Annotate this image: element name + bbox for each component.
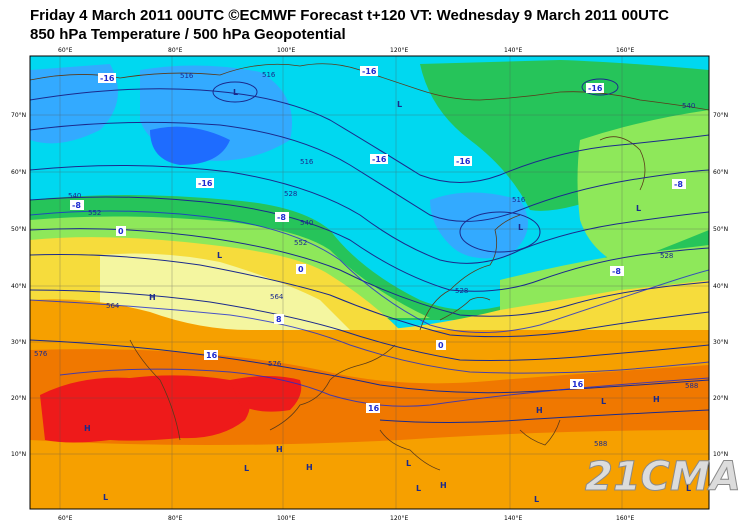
- lon-label: 60°E: [58, 515, 73, 522]
- low-marker: L: [217, 251, 222, 260]
- low-marker: L: [534, 495, 539, 504]
- isotherm-label: 0: [118, 227, 124, 236]
- contour-label: 516: [300, 158, 314, 166]
- contour-label: 528: [660, 252, 673, 260]
- low-marker: L: [103, 493, 108, 502]
- isotherm-label: -8: [674, 180, 683, 189]
- isotherm-label: 0: [438, 341, 444, 350]
- lon-label: 120°E: [390, 515, 408, 522]
- contour-label: 552: [88, 209, 101, 217]
- isotherm-label: -8: [612, 267, 621, 276]
- low-marker: L: [518, 223, 523, 232]
- lat-label: 50°N: [11, 226, 26, 233]
- lat-label: 50°N: [713, 226, 728, 233]
- low-marker: L: [686, 484, 691, 493]
- temperature-field: [30, 56, 709, 509]
- lon-label: 80°E: [168, 515, 183, 522]
- isotherm-label: -8: [277, 213, 286, 222]
- contour-label: 516: [262, 71, 276, 79]
- high-marker: H: [149, 293, 156, 302]
- isotherm-label: -16: [456, 157, 471, 166]
- contour-label: 540: [68, 192, 81, 200]
- lat-label: 20°N: [713, 395, 728, 402]
- longitude-labels: 60°E 80°E 100°E 120°E 140°E 160°E 60°E 8…: [58, 47, 634, 522]
- lat-label: 60°N: [11, 169, 26, 176]
- isotherm-label: -8: [72, 201, 81, 210]
- high-marker: H: [84, 424, 91, 433]
- contour-label: 588: [685, 382, 698, 390]
- isotherm-label: 8: [276, 315, 282, 324]
- geopotential-contour-labels: 516 516 516 528 540 552 564 576 588 540 …: [34, 71, 698, 448]
- map-frame: [29, 55, 710, 510]
- chart-title: Friday 4 March 2011 00UTC ©ECMWF Forecas…: [30, 7, 669, 24]
- lat-label: 10°N: [713, 451, 728, 458]
- contour-label: 528: [284, 190, 297, 198]
- contour-label: 516: [512, 196, 526, 204]
- lat-label: 70°N: [713, 112, 728, 119]
- low-marker: L: [233, 88, 238, 97]
- contour-label: 564: [270, 293, 284, 301]
- low-marker: L: [244, 464, 249, 473]
- lon-label: 100°E: [277, 47, 295, 54]
- low-marker: L: [406, 459, 411, 468]
- contour-label: 576: [268, 360, 282, 368]
- high-marker: H: [306, 463, 313, 472]
- contour-label: 528: [455, 287, 468, 295]
- lon-label: 160°E: [616, 515, 634, 522]
- lat-label: 30°N: [713, 339, 728, 346]
- contour-label: 588: [594, 440, 607, 448]
- isotherm-label: 0: [298, 265, 304, 274]
- isotherm-label: -16: [588, 84, 603, 93]
- isotherm-label: -16: [198, 179, 213, 188]
- low-marker: L: [416, 484, 421, 493]
- isotherm-label: -16: [362, 67, 377, 76]
- contour-label: 540: [300, 219, 313, 227]
- high-marker: H: [653, 395, 660, 404]
- pressure-systems: L L L H H L H H H H L L L L H L L L L: [84, 88, 691, 504]
- contour-label: 564: [106, 302, 120, 310]
- isotherm-label: -16: [372, 155, 387, 164]
- high-marker: H: [440, 481, 447, 490]
- watermark-logo: 21CMA: [585, 454, 739, 500]
- isotherm-label: -16: [100, 74, 115, 83]
- chart-subtitle: 850 hPa Temperature / 500 hPa Geopotenti…: [30, 26, 346, 43]
- contour-label: 540: [682, 102, 695, 110]
- lat-label: 70°N: [11, 112, 26, 119]
- lon-label: 160°E: [616, 47, 634, 54]
- lon-label: 80°E: [168, 47, 183, 54]
- lon-label: 60°E: [58, 47, 73, 54]
- lat-label: 40°N: [713, 283, 728, 290]
- low-marker: L: [601, 397, 606, 406]
- lat-label: 40°N: [11, 283, 26, 290]
- lon-label: 140°E: [504, 47, 522, 54]
- isotherm-label: 16: [368, 404, 380, 413]
- lat-label: 20°N: [11, 395, 26, 402]
- temperature-labels: -16 -16 -16 -16 -16 -8 -8 0 0 8 16 16 16…: [70, 66, 686, 413]
- lat-label: 10°N: [11, 451, 26, 458]
- contour-label: 516: [180, 72, 194, 80]
- lat-label: 30°N: [11, 339, 26, 346]
- high-marker: H: [536, 406, 543, 415]
- graticule: [30, 56, 709, 509]
- isotherm-label: 16: [206, 351, 218, 360]
- geopotential-contours: [30, 78, 709, 423]
- low-marker: L: [397, 100, 402, 109]
- contour-label: 576: [34, 350, 48, 358]
- contour-label: 552: [294, 239, 307, 247]
- isotherm-label: 16: [572, 380, 584, 389]
- latitude-labels: 70°N 60°N 50°N 40°N 30°N 20°N 10°N 70°N …: [11, 112, 728, 458]
- high-marker: H: [276, 445, 283, 454]
- lat-label: 60°N: [713, 169, 728, 176]
- lon-label: 120°E: [390, 47, 408, 54]
- lon-label: 100°E: [277, 515, 295, 522]
- lon-label: 140°E: [504, 515, 522, 522]
- low-marker: L: [636, 204, 641, 213]
